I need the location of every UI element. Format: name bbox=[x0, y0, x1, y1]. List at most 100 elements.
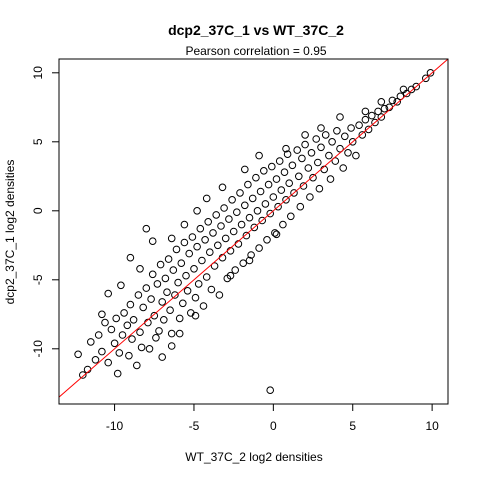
data-point bbox=[98, 310, 106, 319]
y-tick-label: 0 bbox=[31, 207, 45, 214]
x-tick-label: 10 bbox=[425, 419, 439, 433]
data-point bbox=[171, 291, 179, 299]
data-point bbox=[283, 150, 292, 158]
data-point bbox=[298, 154, 306, 163]
data-point bbox=[331, 157, 340, 165]
data-point bbox=[263, 236, 271, 244]
data-point bbox=[204, 218, 212, 226]
data-point bbox=[160, 316, 168, 324]
data-point bbox=[115, 349, 124, 357]
data-point bbox=[210, 262, 219, 270]
data-point bbox=[98, 347, 106, 356]
data-point bbox=[185, 249, 193, 258]
data-point bbox=[244, 180, 252, 189]
data-point bbox=[358, 131, 367, 139]
x-tick-label: 0 bbox=[270, 419, 277, 433]
data-point bbox=[279, 220, 287, 229]
data-point bbox=[133, 361, 141, 370]
data-point bbox=[120, 309, 128, 317]
fit-line-layer bbox=[58, 58, 449, 398]
data-point bbox=[348, 138, 357, 146]
data-point bbox=[139, 303, 147, 312]
data-point bbox=[147, 295, 155, 303]
data-point bbox=[167, 342, 176, 350]
data-point bbox=[167, 234, 176, 243]
data-point bbox=[136, 328, 144, 337]
data-point bbox=[256, 187, 265, 196]
data-point bbox=[312, 135, 321, 143]
data-point bbox=[182, 271, 190, 280]
data-point bbox=[269, 193, 278, 201]
data-point bbox=[175, 329, 184, 338]
data-point bbox=[228, 196, 236, 204]
y-axis: -10 -5 0 5 10 bbox=[31, 66, 60, 357]
data-point bbox=[126, 300, 135, 309]
y-tick-label: -5 bbox=[31, 274, 45, 285]
data-point bbox=[167, 329, 176, 338]
data-point bbox=[264, 180, 273, 189]
x-tick-label: 5 bbox=[349, 419, 356, 433]
data-point bbox=[271, 229, 279, 237]
data-point bbox=[101, 318, 109, 327]
data-point bbox=[74, 350, 82, 359]
data-point bbox=[136, 265, 144, 273]
data-point bbox=[237, 220, 246, 229]
data-point bbox=[128, 335, 136, 343]
data-point bbox=[309, 173, 317, 182]
data-point bbox=[274, 202, 282, 211]
data-point bbox=[399, 85, 408, 94]
data-point bbox=[288, 161, 297, 170]
data-point bbox=[177, 259, 186, 268]
data-point bbox=[104, 358, 112, 367]
data-point bbox=[221, 234, 230, 243]
data-point bbox=[252, 173, 260, 182]
data-point bbox=[250, 223, 259, 232]
data-point bbox=[253, 207, 262, 215]
data-point bbox=[352, 151, 360, 160]
data-point bbox=[137, 343, 146, 352]
data-point bbox=[191, 311, 200, 320]
data-point bbox=[314, 158, 322, 167]
data-point bbox=[129, 316, 138, 324]
chart-title: dcp2_37C_1 vs WT_37C_2 bbox=[168, 22, 344, 38]
data-point bbox=[172, 245, 181, 254]
data-point bbox=[91, 356, 100, 364]
data-point bbox=[299, 182, 308, 190]
data-point bbox=[202, 273, 211, 281]
x-tick-label: -10 bbox=[106, 419, 124, 433]
data-point bbox=[180, 238, 189, 247]
data-point bbox=[344, 149, 352, 157]
data-point bbox=[326, 175, 335, 183]
data-point bbox=[355, 121, 363, 129]
data-point bbox=[163, 288, 171, 297]
data-point bbox=[142, 284, 151, 292]
data-point bbox=[218, 183, 227, 192]
data-point bbox=[241, 201, 249, 210]
y-tick-label: 5 bbox=[31, 138, 45, 145]
data-point bbox=[317, 124, 325, 132]
data-point bbox=[293, 146, 302, 154]
data-point bbox=[325, 151, 333, 160]
data-point bbox=[255, 151, 263, 160]
data-point bbox=[196, 224, 205, 233]
data-point bbox=[248, 194, 257, 203]
data-point bbox=[242, 231, 251, 240]
data-point bbox=[112, 314, 120, 323]
data-point bbox=[220, 204, 228, 212]
data-point bbox=[290, 189, 298, 197]
data-point bbox=[260, 167, 268, 175]
data-point bbox=[217, 222, 225, 230]
data-point bbox=[198, 256, 206, 265]
data-point bbox=[175, 314, 184, 323]
data-point bbox=[152, 334, 160, 342]
data-point bbox=[236, 189, 244, 197]
data-point bbox=[287, 212, 295, 221]
data-point bbox=[377, 98, 386, 106]
data-point bbox=[226, 271, 235, 280]
data-point bbox=[169, 266, 178, 274]
data-point bbox=[215, 291, 224, 299]
data-point bbox=[301, 131, 309, 139]
data-point bbox=[347, 124, 355, 132]
data-point bbox=[233, 208, 241, 216]
